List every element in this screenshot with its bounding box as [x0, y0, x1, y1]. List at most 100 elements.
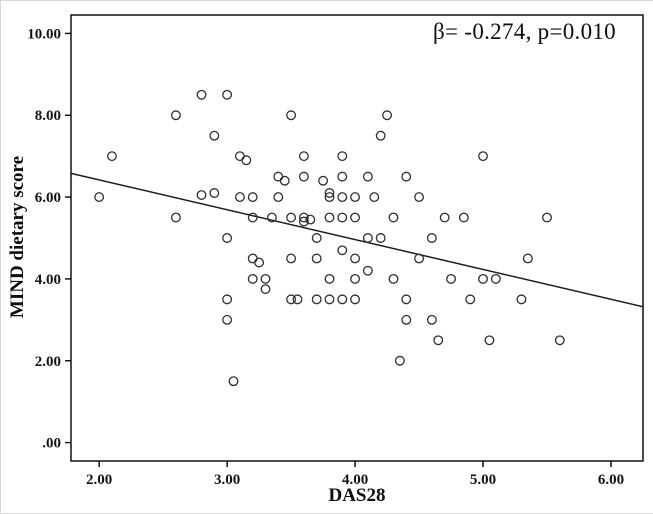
data-point: [554, 335, 565, 346]
data-point: [311, 233, 322, 243]
data-point: [458, 212, 469, 223]
y-axis-tick-label: 10.00: [27, 26, 61, 42]
data-point: [439, 212, 450, 223]
data-point: [196, 89, 207, 100]
data-point: [362, 171, 373, 182]
data-point: [433, 335, 444, 346]
data-point: [305, 214, 316, 225]
data-point: [516, 294, 527, 305]
data-point: [388, 273, 399, 284]
x-axis-tick-label: 6.00: [598, 472, 624, 488]
data-point: [254, 257, 265, 268]
data-point: [228, 376, 239, 387]
data-point: [394, 355, 405, 366]
x-axis-tick-label: 4.00: [342, 472, 368, 488]
data-point: [388, 212, 399, 223]
data-point: [542, 212, 552, 223]
data-point: [478, 151, 488, 162]
data-point: [426, 233, 437, 243]
data-point: [247, 212, 258, 223]
data-point: [241, 155, 252, 166]
data-point: [350, 192, 361, 203]
data-point: [260, 273, 271, 284]
data-point: [465, 294, 476, 305]
data-point: [298, 212, 309, 223]
data-point: [292, 294, 303, 305]
data-point: [247, 273, 258, 284]
y-axis-tick-label: .00: [42, 436, 61, 452]
data-point: [286, 253, 297, 264]
data-point: [279, 175, 290, 186]
data-point: [414, 192, 425, 203]
data-point: [286, 110, 297, 121]
y-axis-tick-label: 4.00: [35, 272, 61, 288]
data-point: [170, 110, 181, 121]
y-axis-title: MIND dietary score: [7, 155, 28, 319]
data-point: [337, 294, 348, 305]
data-point: [266, 212, 277, 223]
data-point: [522, 253, 533, 264]
data-point: [337, 171, 348, 182]
data-point: [222, 89, 233, 100]
y-axis-tick-label: 6.00: [35, 190, 61, 206]
data-point: [298, 216, 309, 227]
data-point: [478, 273, 488, 284]
data-point: [350, 253, 361, 264]
data-point: [222, 294, 233, 305]
data-point: [222, 314, 233, 325]
data-point: [369, 192, 380, 203]
data-point: [350, 273, 361, 284]
data-point: [286, 212, 297, 223]
x-axis-tick-label: 3.00: [214, 472, 240, 488]
data-point: [401, 171, 412, 182]
data-point: [490, 273, 501, 284]
data-point: [401, 294, 412, 305]
data-point: [337, 192, 348, 203]
data-point: [234, 192, 245, 203]
data-point: [94, 192, 105, 203]
data-point: [298, 171, 309, 182]
data-point: [362, 265, 373, 276]
data-point: [401, 314, 412, 325]
data-point: [446, 273, 457, 284]
data-point: [298, 151, 309, 162]
stats-annotation: β= -0.274, p=0.010: [433, 19, 616, 44]
data-point: [311, 253, 322, 264]
y-axis-tick-label: 2.00: [35, 354, 61, 370]
x-axis-title: DAS28: [328, 485, 386, 506]
data-point: [222, 233, 233, 243]
data-point: [350, 294, 361, 305]
data-point: [286, 294, 297, 305]
data-point: [426, 314, 437, 325]
data-point: [324, 273, 335, 284]
data-point: [106, 151, 117, 162]
data-point: [337, 245, 348, 256]
regression-line: [70, 172, 644, 308]
data-point: [337, 212, 348, 223]
data-point: [273, 192, 284, 203]
data-point: [196, 190, 207, 200]
data-point: [324, 294, 335, 305]
plot-frame: [70, 14, 644, 462]
y-axis-tick-label: 8.00: [35, 108, 61, 124]
data-point: [375, 233, 386, 243]
data-point: [414, 253, 425, 264]
data-point: [209, 188, 220, 198]
x-axis-tick-label: 2.00: [86, 472, 112, 488]
data-point: [311, 294, 322, 305]
data-point: [260, 284, 271, 295]
data-point: [382, 110, 393, 121]
data-point: [247, 192, 258, 203]
data-point: [484, 335, 495, 346]
data-point: [324, 192, 335, 203]
data-point: [350, 212, 361, 223]
data-point: [375, 130, 386, 141]
data-point: [318, 175, 329, 186]
data-point: [324, 212, 335, 223]
x-axis-tick-label: 5.00: [470, 472, 496, 488]
data-point: [362, 233, 373, 243]
data-point: [324, 188, 335, 198]
data-point: [337, 151, 348, 162]
